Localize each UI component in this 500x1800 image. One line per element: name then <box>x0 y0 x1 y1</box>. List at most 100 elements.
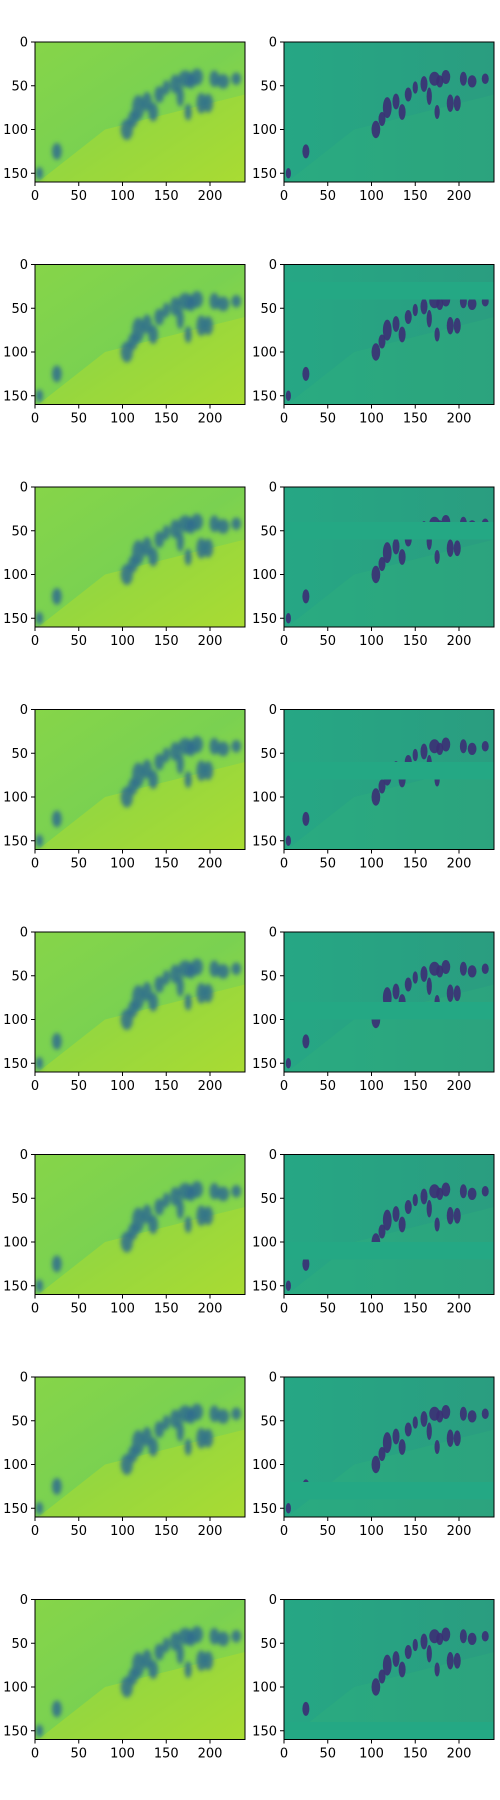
heatmap-blob <box>148 992 159 1012</box>
field-region <box>284 317 494 405</box>
heatmap-blob <box>392 983 400 1000</box>
heatmap-blob <box>453 985 461 1002</box>
y-tick-label: 100 <box>3 791 28 806</box>
x-tick-label: 0 <box>31 189 39 204</box>
heatmap-blob <box>453 1652 461 1669</box>
heatmap-blob <box>467 742 477 755</box>
heatmap-blob <box>162 1415 170 1430</box>
heatmap-blob <box>453 540 461 557</box>
y-tick-label: 150 <box>3 612 28 627</box>
heatmap-blob <box>481 1186 489 1197</box>
heatmap-blob <box>148 547 159 567</box>
heatmap-blob <box>453 317 461 334</box>
x-tick-label: 100 <box>110 634 135 649</box>
x-tick-label: 150 <box>403 634 428 649</box>
y-tick-label: 0 <box>269 481 277 496</box>
x-tick-label: 50 <box>319 1524 336 1539</box>
x-tick-label: 0 <box>280 1747 288 1762</box>
heatmap-blob <box>302 366 310 381</box>
heatmap-blob <box>481 741 489 752</box>
heatmap-blob <box>170 1632 180 1651</box>
heatmap-blob <box>446 539 454 557</box>
x-tick-label: 200 <box>198 634 223 649</box>
heatmap-blob <box>217 519 230 534</box>
x-tick-label: 150 <box>403 1747 428 1762</box>
heatmap-blob <box>190 291 203 308</box>
heatmap-blob <box>162 747 170 763</box>
heatmap-blob <box>459 71 467 86</box>
heatmap-blob <box>35 389 44 403</box>
heatmap-blob <box>420 76 428 92</box>
heatmap-blob <box>392 93 400 110</box>
heatmap-blob <box>162 302 170 318</box>
heatmap-blob <box>382 1209 392 1231</box>
axes-frame <box>283 486 495 628</box>
heatmap-blob <box>398 549 406 565</box>
x-tick-label: 200 <box>198 1524 223 1539</box>
heatmap-blob <box>176 530 184 552</box>
heatmap-blob <box>426 310 432 328</box>
heatmap-blob <box>231 72 242 86</box>
x-tick-label: 150 <box>403 189 428 204</box>
x-tick-label: 100 <box>359 1079 384 1094</box>
x-tick-label: 0 <box>31 412 39 427</box>
heatmap-blob <box>467 965 477 978</box>
heatmap-blob <box>285 168 291 179</box>
axes-frame <box>283 1154 495 1295</box>
y-tick-label: 100 <box>3 1013 28 1028</box>
y-tick-label: 100 <box>252 1458 277 1473</box>
heatmap-blob <box>420 1633 428 1650</box>
field-region <box>35 1207 245 1295</box>
axes-frame <box>283 1599 495 1740</box>
heatmap-blob <box>285 390 291 401</box>
heatmap-blob <box>231 962 242 976</box>
x-tick-label: 0 <box>31 1079 39 1094</box>
heatmap-blob <box>132 540 145 566</box>
y-tick-label: 150 <box>252 612 277 627</box>
field-region <box>35 984 245 1072</box>
y-tick-label: 0 <box>269 1371 277 1386</box>
y-tick-label: 0 <box>269 1148 277 1163</box>
heatmap-blob <box>441 960 451 974</box>
x-tick-label: 50 <box>319 412 336 427</box>
y-tick-label: 150 <box>252 834 277 849</box>
heatmap-blob <box>453 1430 461 1447</box>
heatmap-blob <box>35 611 44 625</box>
x-tick-label: 50 <box>70 857 87 872</box>
heatmap-blob <box>162 525 170 540</box>
heatmap-blob <box>371 343 381 361</box>
heatmap-blob <box>162 1637 170 1653</box>
x-tick-label: 0 <box>31 857 39 872</box>
heatmap-blob <box>203 538 214 558</box>
heatmap-blob <box>35 834 44 848</box>
heatmap-blob <box>446 984 454 1002</box>
heatmap-blob <box>426 87 432 105</box>
y-tick-label: 100 <box>3 1458 28 1473</box>
y-tick-label: 150 <box>252 1724 277 1739</box>
heatmap-blob <box>51 142 62 160</box>
heatmap-blob <box>51 365 62 383</box>
heatmap-blob <box>436 965 444 978</box>
panel-left-8: 0 50 100 150 200 0 50 100 150 <box>3 1593 246 1762</box>
heatmap-blob <box>436 742 444 755</box>
masked-band <box>284 282 494 300</box>
y-tick-label: 150 <box>3 834 28 849</box>
x-tick-label: 200 <box>447 1302 472 1317</box>
field-region <box>35 539 245 627</box>
heatmap-blob <box>285 1280 291 1291</box>
field-region <box>35 94 245 182</box>
x-tick-label: 100 <box>110 189 135 204</box>
heatmap-blob <box>446 317 454 335</box>
heatmap-blob <box>467 1187 477 1200</box>
heatmap-blob <box>209 515 220 533</box>
heatmap-blob <box>446 1652 454 1670</box>
heatmap-blob <box>453 1207 461 1224</box>
x-tick-label: 50 <box>319 634 336 649</box>
heatmap-blob <box>154 753 165 771</box>
axes-frame <box>34 264 246 405</box>
x-tick-label: 0 <box>280 189 288 204</box>
panel-left-4: 0 50 100 150 200 0 50 100 150 <box>3 703 246 872</box>
heatmap-blob <box>196 1427 207 1449</box>
x-tick-label: 100 <box>110 1747 135 1762</box>
